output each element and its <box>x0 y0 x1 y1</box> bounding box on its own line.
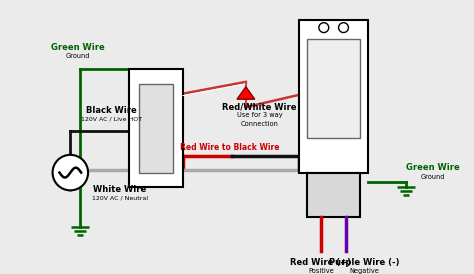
Text: White Wire: White Wire <box>93 185 146 194</box>
Bar <box>299 20 368 173</box>
Text: Red/White Wire: Red/White Wire <box>222 102 297 111</box>
Text: Use for 3 way: Use for 3 way <box>237 112 283 118</box>
Text: Ground: Ground <box>421 173 446 179</box>
Text: Red Wire to Black Wire: Red Wire to Black Wire <box>180 143 280 152</box>
Text: Connection: Connection <box>241 121 279 127</box>
Text: Ground: Ground <box>66 53 91 59</box>
Text: Black Wire: Black Wire <box>86 106 137 115</box>
Bar <box>307 173 360 217</box>
Text: Purple Wire (-): Purple Wire (-) <box>329 258 400 267</box>
Circle shape <box>338 23 348 33</box>
Text: Negative: Negative <box>349 268 379 274</box>
Text: Positive: Positive <box>308 268 334 274</box>
Bar <box>129 69 183 187</box>
Circle shape <box>53 155 88 190</box>
Circle shape <box>319 23 329 33</box>
Polygon shape <box>237 87 255 99</box>
Text: 120V AC / Live HOT: 120V AC / Live HOT <box>81 117 142 122</box>
Text: Green Wire: Green Wire <box>406 163 460 172</box>
Bar <box>139 84 173 173</box>
Text: Green Wire: Green Wire <box>51 43 105 52</box>
Bar <box>307 39 360 138</box>
Text: Red Wire (+): Red Wire (+) <box>291 258 351 267</box>
Text: 120V AC / Neutral: 120V AC / Neutral <box>91 196 147 201</box>
